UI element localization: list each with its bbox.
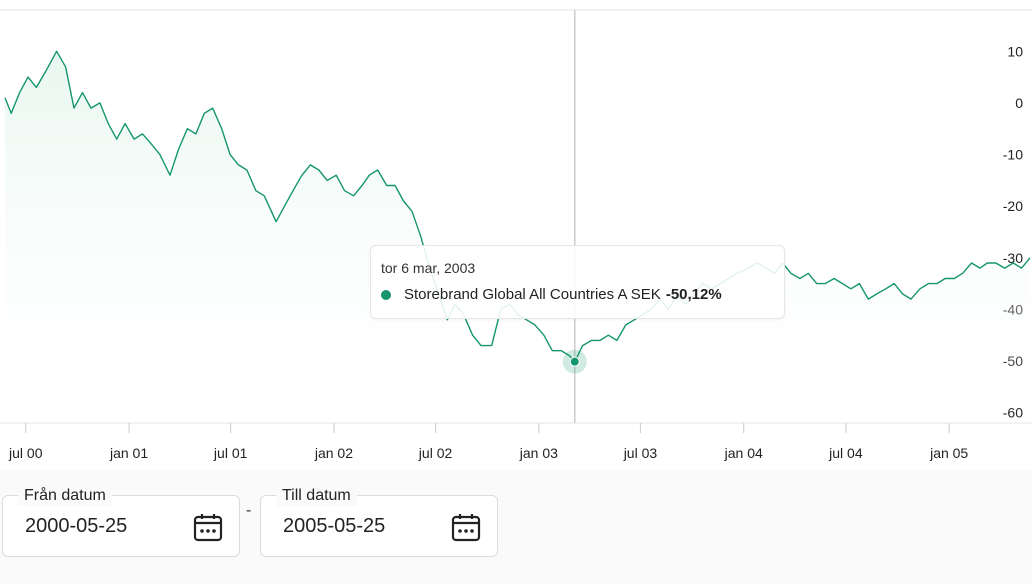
series-color-dot [381, 289, 391, 300]
chart-tooltip: tor 6 mar, 2003 Storebrand Global All Co… [370, 245, 785, 319]
x-tick-label: jul 00 [8, 445, 43, 461]
x-tick-label: jan 05 [929, 445, 968, 461]
hover-marker [569, 356, 580, 367]
y-tick-label: -10 [1003, 147, 1023, 163]
x-tick-label: jul 03 [623, 445, 658, 461]
calendar-icon[interactable] [451, 512, 481, 542]
series-area [5, 51, 1030, 424]
x-tick-label: jan 01 [109, 445, 148, 461]
from-date-field[interactable]: Från datum 2000-05-25 [2, 486, 240, 557]
y-tick-label: 0 [1015, 95, 1023, 111]
x-tick-label: jan 02 [314, 445, 353, 461]
y-tick-label: -20 [1003, 198, 1023, 214]
x-tick-label: jan 03 [519, 445, 558, 461]
x-tick-label: jul 02 [418, 445, 453, 461]
to-date-input[interactable]: 2005-05-25 [283, 515, 386, 537]
y-tick-label: -30 [1003, 250, 1023, 266]
calendar-icon[interactable] [193, 512, 223, 542]
tooltip-value: -50,12% [665, 286, 722, 303]
tooltip-date: tor 6 mar, 2003 [381, 260, 476, 276]
to-date-field[interactable]: Till datum 2005-05-25 [260, 486, 498, 557]
x-tick-label: jan 04 [724, 445, 763, 461]
x-tick-label: jul 01 [213, 445, 248, 461]
tooltip-series-row: Storebrand Global All Countries A SEK -5… [381, 286, 774, 303]
from-date-label: Från datum [18, 486, 112, 506]
tooltip-series-name: Storebrand Global All Countries A SEK [404, 286, 661, 303]
y-tick-label: 10 [1007, 43, 1023, 59]
from-date-input[interactable]: 2000-05-25 [25, 515, 128, 537]
range-separator: - [246, 502, 252, 519]
x-tick-label: jul 04 [828, 445, 863, 461]
to-date-label: Till datum [276, 486, 357, 506]
